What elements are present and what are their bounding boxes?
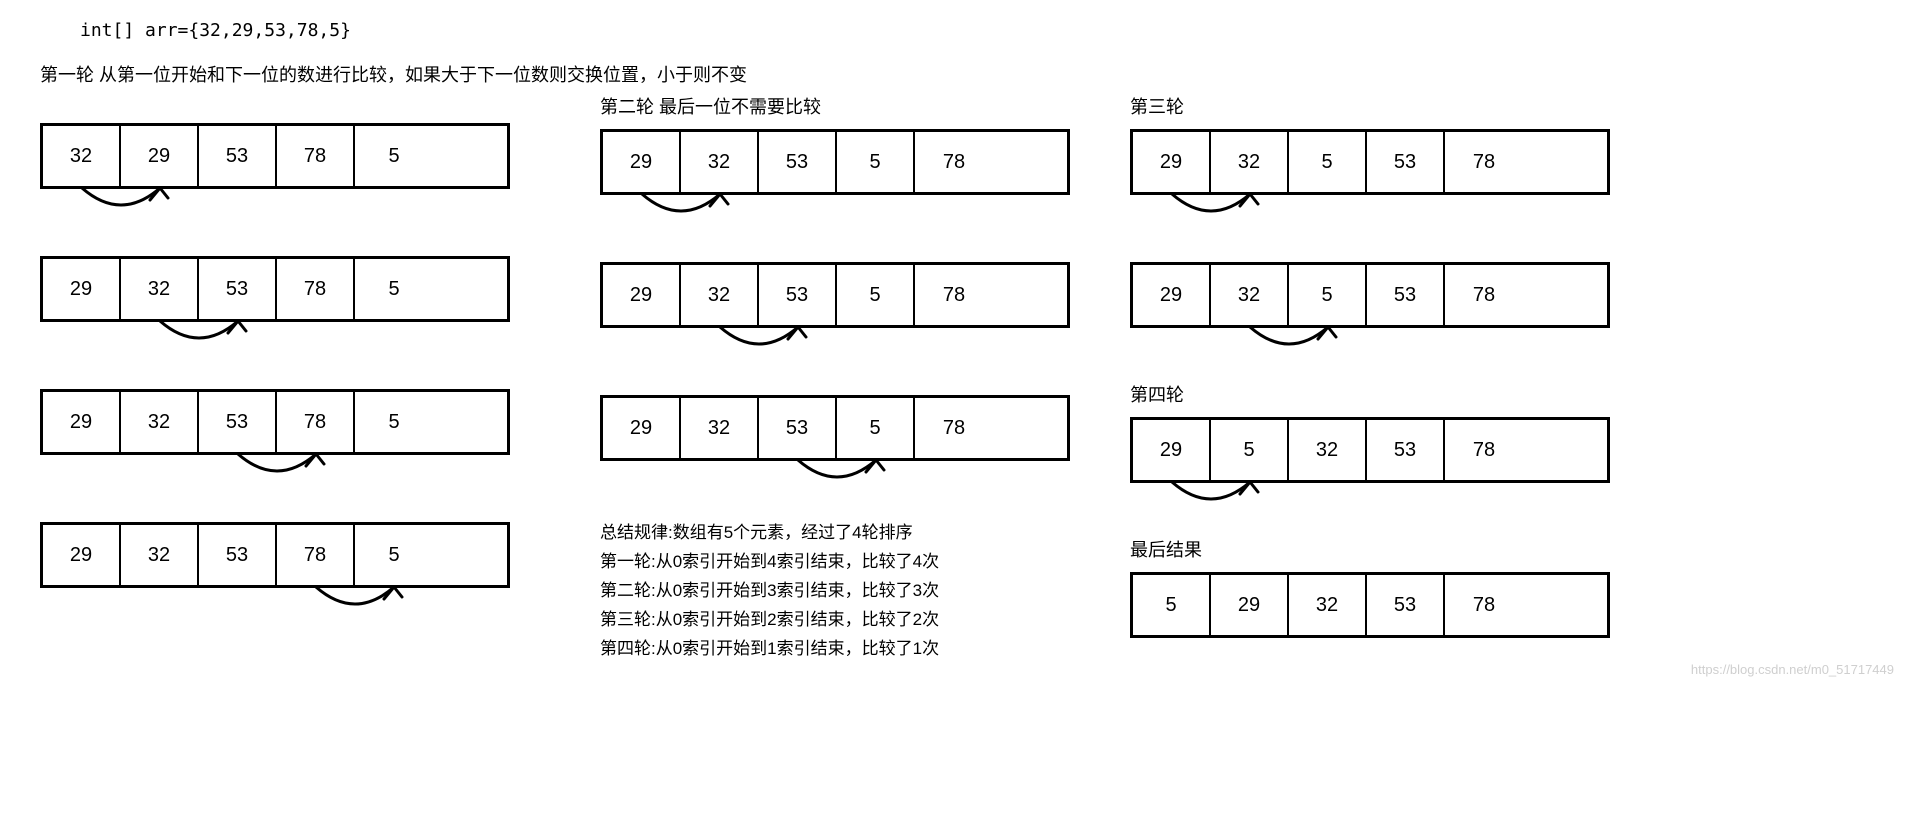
cell: 29 [603, 265, 681, 325]
cell: 78 [1445, 265, 1523, 325]
cell: 5 [355, 392, 433, 452]
array-r2s2: 29 32 53 5 78 [600, 262, 1070, 365]
round2-title: 第二轮 最后一位不需要比较 [600, 93, 1070, 119]
summary-line: 总结规律:数组有5个元素，经过了4轮排序 [600, 518, 1070, 543]
array-r2s3: 29 32 53 5 78 [600, 395, 1070, 498]
column-round1: 32 29 53 78 5 29 32 53 78 5 29 32 53 [40, 93, 510, 635]
cell: 32 [121, 259, 199, 319]
cell: 5 [355, 259, 433, 319]
cell: 53 [759, 265, 837, 325]
swap-arc [40, 585, 510, 625]
cell: 5 [837, 398, 915, 458]
cell: 29 [121, 126, 199, 186]
summary-line: 第四轮:从0索引开始到1索引结束，比较了1次 [600, 634, 1070, 659]
cell: 5 [355, 525, 433, 585]
array-r1s2: 29 32 53 78 5 [40, 256, 510, 359]
cell: 53 [1367, 420, 1445, 480]
summary-block: 总结规律:数组有5个元素，经过了4轮排序 第一轮:从0索引开始到4索引结束，比较… [600, 518, 1070, 659]
cell: 78 [915, 398, 993, 458]
cell: 5 [1289, 265, 1367, 325]
cell: 32 [121, 525, 199, 585]
cell: 29 [1133, 420, 1211, 480]
swap-arc [600, 458, 1070, 498]
summary-line: 第一轮:从0索引开始到4索引结束，比较了4次 [600, 547, 1070, 572]
cell: 29 [1133, 132, 1211, 192]
swap-arc [600, 325, 1070, 365]
column-round2: 第二轮 最后一位不需要比较 29 32 53 5 78 29 32 53 5 7… [600, 93, 1070, 663]
swap-arc [40, 452, 510, 492]
cell: 29 [43, 259, 121, 319]
swap-arc [1130, 325, 1610, 365]
cell: 5 [1133, 575, 1211, 635]
cell: 32 [681, 398, 759, 458]
summary-line: 第二轮:从0索引开始到3索引结束，比较了3次 [600, 576, 1070, 601]
cell: 29 [43, 392, 121, 452]
cell: 53 [1367, 265, 1445, 325]
cell: 53 [759, 398, 837, 458]
summary-line: 第三轮:从0索引开始到2索引结束，比较了2次 [600, 605, 1070, 630]
code-declaration: int[] arr={32,29,53,78,5} [80, 20, 1874, 41]
cell: 32 [1289, 575, 1367, 635]
cell: 53 [1367, 132, 1445, 192]
cell: 29 [1211, 575, 1289, 635]
cell: 78 [277, 259, 355, 319]
array-r1s3: 29 32 53 78 5 [40, 389, 510, 492]
cell: 78 [915, 265, 993, 325]
diagram-columns: 32 29 53 78 5 29 32 53 78 5 29 32 53 [40, 93, 1874, 663]
cell: 78 [1445, 132, 1523, 192]
cell: 32 [43, 126, 121, 186]
cell: 5 [355, 126, 433, 186]
array-r3s2: 29 32 5 53 78 [1130, 262, 1610, 365]
cell: 29 [603, 132, 681, 192]
cell: 53 [199, 392, 277, 452]
cell: 53 [199, 126, 277, 186]
cell: 29 [603, 398, 681, 458]
cell: 5 [837, 265, 915, 325]
swap-arc [40, 319, 510, 359]
cell: 5 [1211, 420, 1289, 480]
cell: 29 [1133, 265, 1211, 325]
cell: 53 [199, 525, 277, 585]
column-round3-4-final: 第三轮 29 32 5 53 78 29 32 5 53 78 第四轮 [1130, 93, 1610, 648]
final-title: 最后结果 [1130, 536, 1610, 562]
cell: 78 [277, 525, 355, 585]
array-r3s1: 29 32 5 53 78 [1130, 129, 1610, 232]
array-final: 5 29 32 53 78 [1130, 572, 1610, 638]
round4-title: 第四轮 [1130, 381, 1610, 407]
cell: 53 [199, 259, 277, 319]
swap-arc [40, 186, 510, 226]
swap-arc [600, 192, 1070, 232]
cell: 78 [277, 392, 355, 452]
cell: 78 [915, 132, 993, 192]
cell: 32 [1211, 265, 1289, 325]
swap-arc [1130, 192, 1610, 232]
cell: 53 [1367, 575, 1445, 635]
watermark: https://blog.csdn.net/m0_51717449 [1691, 662, 1894, 677]
cell: 32 [681, 132, 759, 192]
cell: 78 [1445, 420, 1523, 480]
cell: 5 [837, 132, 915, 192]
array-r2s1: 29 32 53 5 78 [600, 129, 1070, 232]
cell: 53 [759, 132, 837, 192]
cell: 29 [43, 525, 121, 585]
cell: 5 [1289, 132, 1367, 192]
cell: 32 [681, 265, 759, 325]
round1-title: 第一轮 从第一位开始和下一位的数进行比较，如果大于下一位数则交换位置，小于则不变 [40, 61, 1874, 87]
round3-title: 第三轮 [1130, 93, 1610, 119]
cell: 32 [1211, 132, 1289, 192]
cell: 32 [121, 392, 199, 452]
cell: 78 [1445, 575, 1523, 635]
array-r1s1: 32 29 53 78 5 [40, 123, 510, 226]
swap-arc [1130, 480, 1610, 520]
array-r4s1: 29 5 32 53 78 [1130, 417, 1610, 520]
cell: 32 [1289, 420, 1367, 480]
cell: 78 [277, 126, 355, 186]
array-r1s4: 29 32 53 78 5 [40, 522, 510, 625]
